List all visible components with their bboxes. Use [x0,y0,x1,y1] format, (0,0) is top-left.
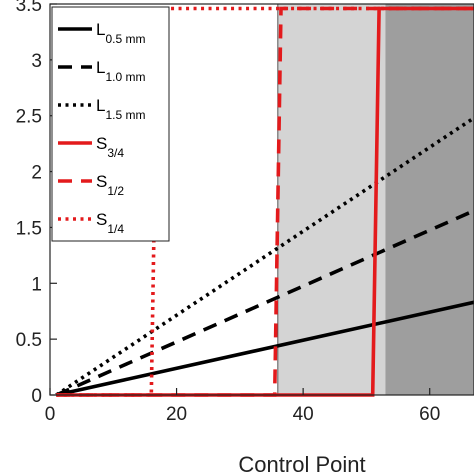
x-tick-label: 40 [293,404,314,425]
x-axis-label: Control Point [238,452,365,474]
legend-label: L1.0 mm [96,58,145,84]
shaded-regions [277,4,474,395]
legend-label: L1.5 mm [96,96,145,122]
shaded-region-0 [277,4,386,395]
x-tick-label: 0 [45,404,56,425]
axes: 0 0.5 1 1.5 2 2.5 3 3.5 0 20 40 60 Control Point [16,0,474,474]
series-line-l-1 [55,209,474,397]
y-tick-label: 0 [31,386,42,407]
legend-label: S1/4 [96,210,124,236]
y-tick-label: 3.5 [16,0,42,16]
series-line-l-0 [55,300,474,397]
y-tick-label: 1.5 [16,218,42,239]
series-line-l-2 [55,116,474,397]
y-tick-label: 3 [31,51,42,72]
y-tick-label: 2.5 [16,107,42,128]
series-line-s-4 [56,6,474,397]
y-tick-label: 2 [31,163,42,184]
legend-label: S3/4 [96,134,124,160]
legend: L0.5 mm L1.0 mm L1.5 mm S3/4 S1/2 S1/4 [51,6,170,242]
shaded-region-1 [385,4,474,395]
legend-label: L0.5 mm [96,20,145,46]
legend-box [51,6,170,242]
x-tick-label: 20 [166,404,187,425]
y-tick-label: 1 [31,274,42,295]
legend-label: S1/2 [96,172,124,198]
x-tick-label: 60 [419,404,440,425]
plot-frame [49,3,474,396]
y-tick-label: 0.5 [16,330,42,351]
